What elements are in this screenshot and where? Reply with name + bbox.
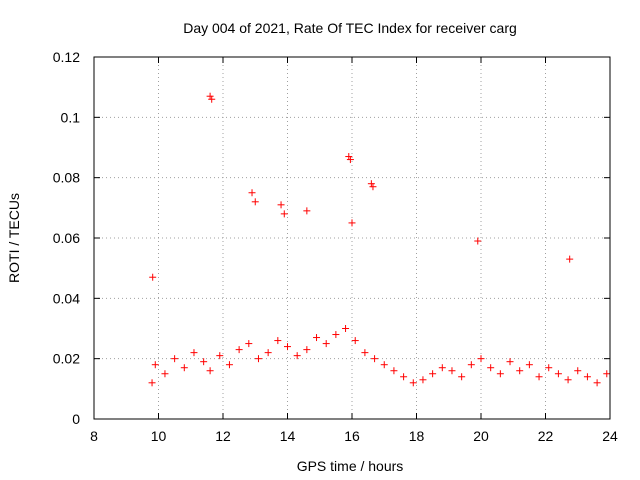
data-point bbox=[409, 379, 417, 387]
data-point bbox=[274, 337, 282, 345]
x-axis-label: GPS time / hours bbox=[297, 458, 404, 474]
data-point bbox=[348, 219, 356, 227]
data-point bbox=[235, 346, 243, 354]
data-point bbox=[564, 376, 572, 384]
data-point bbox=[206, 92, 214, 100]
data-point bbox=[293, 352, 301, 360]
x-tick-label: 12 bbox=[215, 428, 231, 444]
data-point bbox=[151, 361, 159, 369]
x-tick-label: 18 bbox=[409, 428, 425, 444]
data-point bbox=[545, 364, 553, 372]
data-point bbox=[351, 337, 359, 345]
y-tick-label: 0.04 bbox=[53, 290, 80, 306]
chart-title: Day 004 of 2021, Rate Of TEC Index for r… bbox=[183, 20, 517, 36]
data-point bbox=[161, 370, 169, 378]
data-points bbox=[148, 92, 611, 387]
data-point bbox=[345, 153, 353, 161]
data-point bbox=[429, 370, 437, 378]
data-point bbox=[208, 95, 216, 103]
data-point bbox=[525, 361, 533, 369]
data-point bbox=[554, 370, 562, 378]
data-point bbox=[496, 370, 504, 378]
data-point bbox=[380, 361, 388, 369]
data-point bbox=[248, 189, 256, 197]
data-point bbox=[535, 373, 543, 381]
data-point bbox=[367, 180, 375, 188]
x-tick-label: 20 bbox=[473, 428, 489, 444]
data-point bbox=[400, 373, 408, 381]
y-tick-label: 0.1 bbox=[61, 109, 81, 125]
data-point bbox=[419, 376, 427, 384]
data-point bbox=[477, 355, 485, 363]
grid-lines bbox=[94, 57, 610, 419]
data-point bbox=[280, 210, 288, 218]
data-point bbox=[171, 355, 179, 363]
data-point bbox=[180, 364, 188, 372]
data-point bbox=[225, 361, 233, 369]
y-tick-label: 0.06 bbox=[53, 230, 80, 246]
y-tick-label: 0.08 bbox=[53, 170, 80, 186]
data-point bbox=[371, 355, 379, 363]
data-point bbox=[277, 201, 285, 209]
data-point bbox=[251, 198, 259, 206]
data-point bbox=[467, 361, 475, 369]
y-tick-label: 0.12 bbox=[53, 49, 80, 65]
y-tick-label: 0 bbox=[72, 411, 80, 427]
x-tick-label: 24 bbox=[602, 428, 618, 444]
data-point bbox=[346, 156, 354, 164]
data-point bbox=[516, 367, 524, 375]
data-point bbox=[245, 340, 253, 348]
data-point bbox=[332, 331, 340, 339]
data-point bbox=[583, 373, 591, 381]
data-point bbox=[458, 373, 466, 381]
data-point bbox=[284, 343, 291, 351]
data-point bbox=[448, 367, 456, 375]
data-point bbox=[303, 346, 311, 354]
data-point bbox=[506, 358, 514, 366]
data-point bbox=[148, 379, 156, 387]
x-tick-label: 14 bbox=[280, 428, 296, 444]
data-point bbox=[487, 364, 495, 372]
data-point bbox=[254, 355, 262, 363]
data-point bbox=[593, 379, 601, 387]
data-point bbox=[566, 255, 574, 263]
data-point bbox=[361, 349, 369, 357]
data-point bbox=[342, 325, 350, 332]
data-point bbox=[149, 273, 157, 281]
x-tick-label: 16 bbox=[344, 428, 360, 444]
data-point bbox=[190, 349, 198, 357]
y-axis-label: ROTI / TECUs bbox=[6, 193, 22, 283]
y-tick-label: 0.02 bbox=[53, 351, 80, 367]
axis-ticks: 8 10 12 14 16 18 20 22 24 0 0.02 0.04 0.06 0.08 0.1 0.1… bbox=[53, 49, 618, 444]
data-point bbox=[303, 207, 311, 215]
data-point bbox=[438, 364, 446, 372]
data-point bbox=[200, 358, 208, 366]
data-point bbox=[216, 352, 224, 360]
data-point bbox=[322, 340, 330, 348]
data-point bbox=[313, 334, 321, 342]
data-point bbox=[206, 367, 214, 375]
data-point bbox=[474, 237, 482, 245]
data-point bbox=[390, 367, 398, 375]
data-point bbox=[264, 349, 272, 357]
data-point bbox=[369, 183, 377, 191]
data-point bbox=[574, 367, 582, 375]
x-tick-label: 10 bbox=[151, 428, 167, 444]
data-point bbox=[603, 370, 611, 378]
x-tick-label: 22 bbox=[538, 428, 554, 444]
x-tick-label: 8 bbox=[90, 428, 98, 444]
